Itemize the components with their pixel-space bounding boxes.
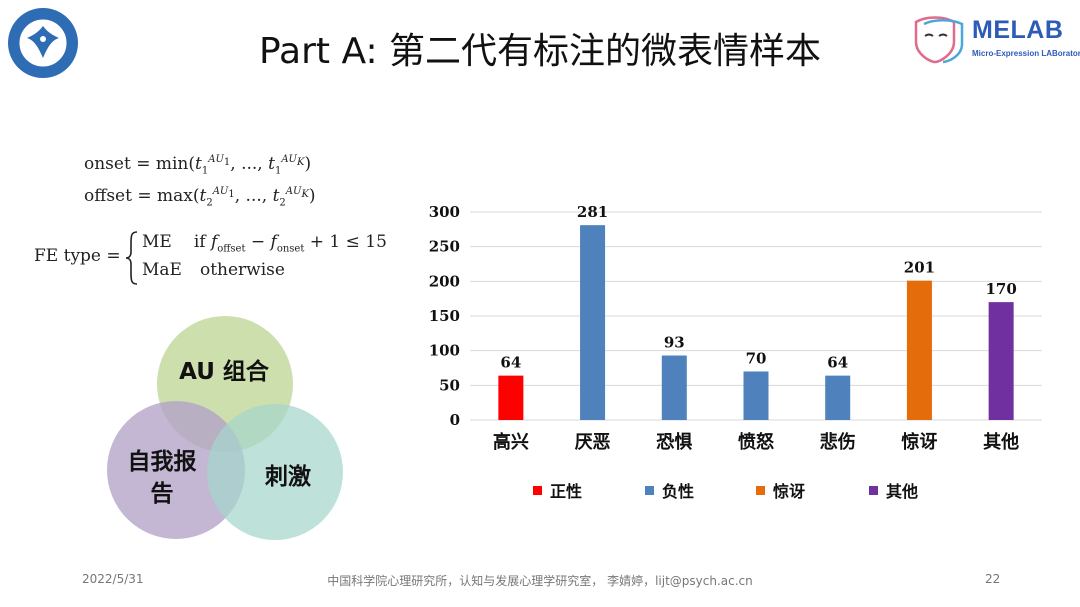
melab-mask-icon xyxy=(914,16,964,64)
x-tick-label: 高兴 xyxy=(493,431,529,453)
melab-logo: MELAB Micro-Expression LABoratory xyxy=(910,14,1080,64)
venn-circle-stimulus xyxy=(207,404,343,540)
y-tick-label: 50 xyxy=(439,376,460,394)
bar-chart: 0 50 100 150 200 250 300 64 高兴 281 厌恶 93 恐惧 70 愤怒 64 悲伤 2… xyxy=(429,203,1042,453)
legend-label: 其他 xyxy=(886,482,919,501)
legend-label: 惊讶 xyxy=(773,482,806,501)
y-tick-label: 150 xyxy=(429,307,460,325)
y-tick-label: 100 xyxy=(429,342,460,360)
legend-swatch xyxy=(756,485,765,495)
venn-circle-self-report xyxy=(107,401,245,539)
y-tick-label: 300 xyxy=(429,203,460,221)
bar xyxy=(988,302,1014,420)
y-tick-label: 250 xyxy=(429,238,460,256)
x-tick-label: 悲伤 xyxy=(820,431,856,453)
legend-swatch xyxy=(869,485,878,495)
data-label: 201 xyxy=(904,259,935,277)
y-tick-label: 200 xyxy=(429,272,460,290)
x-tick-label: 愤怒 xyxy=(738,431,774,453)
legend-item: 惊讶 xyxy=(756,478,805,502)
venn-label-self-report-1: 自我报 xyxy=(127,449,197,475)
data-label: 281 xyxy=(577,203,608,221)
y-tick-label: 0 xyxy=(450,411,460,429)
offset-formula: offset = max(t2AU1, ..., t2AUK) xyxy=(84,186,316,209)
fe-type-lhs: FE type = xyxy=(34,246,121,266)
footer-date: 2022/5/31 xyxy=(82,572,144,586)
x-tick-label: 恐惧 xyxy=(656,431,692,453)
x-tick-label: 惊讶 xyxy=(901,431,937,453)
legend-item: 其他 xyxy=(869,478,918,502)
legend-swatch xyxy=(645,485,654,495)
melab-subtitle: Micro-Expression LABoratory xyxy=(972,49,1080,58)
data-label: 64 xyxy=(827,354,848,372)
bar xyxy=(498,375,524,420)
legend-item: 正性 xyxy=(533,478,582,502)
page-number: 22 xyxy=(985,572,1001,586)
page-title: Part A: 第二代有标注的微表情样本 xyxy=(258,31,822,72)
legend-swatch xyxy=(533,485,542,495)
legend-item: 负性 xyxy=(645,478,694,502)
melab-brand: MELAB xyxy=(972,16,1064,44)
venn-label-au: AU 组合 xyxy=(179,359,269,385)
footer-affiliation: 中国科学院心理研究所，认知与发展心理学研究室， 李婧婷，lijt@psych.a… xyxy=(327,574,753,588)
bar xyxy=(743,371,769,420)
venn-label-stimulus: 刺激 xyxy=(265,464,311,490)
data-label: 64 xyxy=(500,354,521,372)
data-label: 70 xyxy=(746,349,767,367)
bar xyxy=(580,225,606,420)
fe-case-mae: MaE otherwise xyxy=(142,260,285,280)
legend-label: 正性 xyxy=(550,482,583,501)
onset-formula: onset = min(t1AU1, ..., t1AUK) xyxy=(84,154,312,177)
data-label: 170 xyxy=(985,280,1016,298)
legend-label: 负性 xyxy=(662,482,695,501)
data-label: 93 xyxy=(664,334,685,352)
x-tick-label: 其他 xyxy=(983,431,1019,453)
bar xyxy=(661,355,687,420)
venn-label-self-report-2: 告 xyxy=(150,481,174,507)
bar xyxy=(906,280,932,420)
x-tick-label: 厌恶 xyxy=(575,432,611,453)
bar xyxy=(825,375,851,420)
case-brace xyxy=(125,231,138,285)
fe-case-me: ME if foffset − fonset + 1 ≤ 15 xyxy=(142,232,387,255)
venn-diagram xyxy=(107,316,343,540)
institute-seal-icon xyxy=(6,6,80,80)
